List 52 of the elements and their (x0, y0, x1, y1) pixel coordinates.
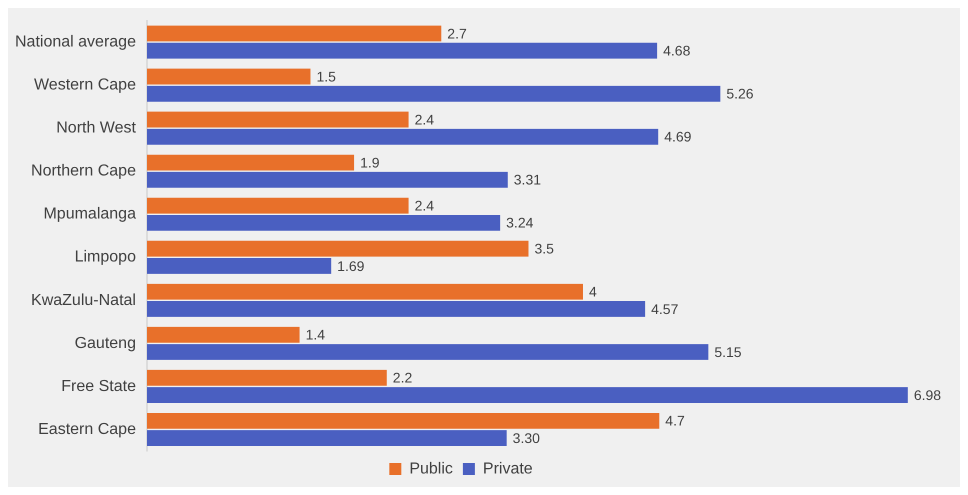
data-label: 4 (588, 284, 597, 300)
bar (146, 284, 583, 300)
data-label: 1.4 (306, 326, 326, 343)
bar (146, 26, 442, 42)
bar (146, 198, 409, 214)
bar (146, 430, 507, 446)
data-label: 2.7 (447, 25, 467, 42)
y-tick-label: North West (56, 120, 137, 137)
data-label: 2.4 (414, 198, 434, 214)
y-tick-label: Mpumalanga (43, 206, 136, 223)
data-label: 5.15 (714, 344, 742, 360)
data-label: 4.68 (663, 42, 691, 59)
bar (146, 387, 908, 403)
y-tick-label: Western Cape (34, 76, 136, 94)
data-label: 4.69 (664, 128, 692, 145)
bar (146, 326, 300, 343)
y-tick-label: KwaZulu-Natal (31, 292, 136, 309)
bar (146, 68, 310, 84)
data-label: 3.30 (512, 430, 540, 446)
bar (146, 128, 658, 145)
bar (146, 301, 646, 317)
y-tick-label: Gauteng (74, 334, 136, 352)
data-label: 1.69 (337, 258, 365, 274)
y-tick-label: Limpopo (74, 248, 136, 266)
data-label: 3.24 (506, 214, 534, 231)
data-label: 2.2 (392, 370, 412, 386)
bar (146, 344, 708, 360)
legend-label: Public (409, 460, 453, 478)
bar (146, 258, 332, 274)
data-label: 4.7 (665, 412, 685, 429)
y-tick-label: National average (15, 34, 136, 51)
bar (146, 214, 500, 231)
data-label: 3.31 (514, 172, 542, 188)
legend-label: Private (482, 460, 533, 478)
y-tick-label: Eastern Cape (38, 420, 136, 438)
data-label: 5.26 (726, 86, 754, 102)
bar (146, 154, 354, 171)
data-label: 1.5 (316, 68, 336, 84)
data-label: 2.4 (414, 111, 434, 128)
data-label: 6.98 (914, 386, 942, 403)
bar (146, 412, 660, 429)
data-label: 3.5 (534, 240, 554, 257)
bar (146, 370, 387, 386)
y-tick-label: Northern Cape (31, 162, 136, 180)
bar (146, 172, 508, 188)
bar (146, 42, 658, 59)
bar (146, 240, 528, 257)
data-label: 4.57 (651, 300, 679, 317)
data-label: 1.9 (360, 154, 380, 170)
bar (146, 112, 409, 128)
bar (146, 86, 720, 102)
y-tick-label: Free State (61, 378, 136, 395)
